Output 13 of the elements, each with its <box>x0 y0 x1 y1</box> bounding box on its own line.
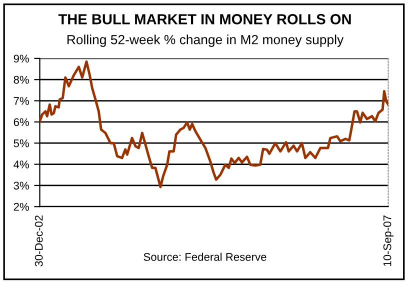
y-tick-label: 5% <box>14 139 29 148</box>
x-tick-label: 10-Sep-07 <box>383 216 394 266</box>
x-tick-label: 30-Dec-02 <box>34 216 43 266</box>
y-tick-label: 7% <box>14 97 29 105</box>
y-tick-label: 6% <box>14 118 29 126</box>
source-note: Source: Federal Reserve <box>144 252 266 261</box>
y-tick-label: 8% <box>14 76 29 84</box>
y-tick-label: 9% <box>14 54 29 63</box>
y-tick-label: 2% <box>14 202 29 211</box>
chart-subtitle: Rolling 52-week % change in M2 money supply <box>67 34 344 47</box>
y-tick-label: 4% <box>14 160 29 168</box>
y-tick-label: 3% <box>14 182 29 190</box>
chart-title: THE BULL MARKET IN MONEY ROLLS ON <box>58 14 351 24</box>
